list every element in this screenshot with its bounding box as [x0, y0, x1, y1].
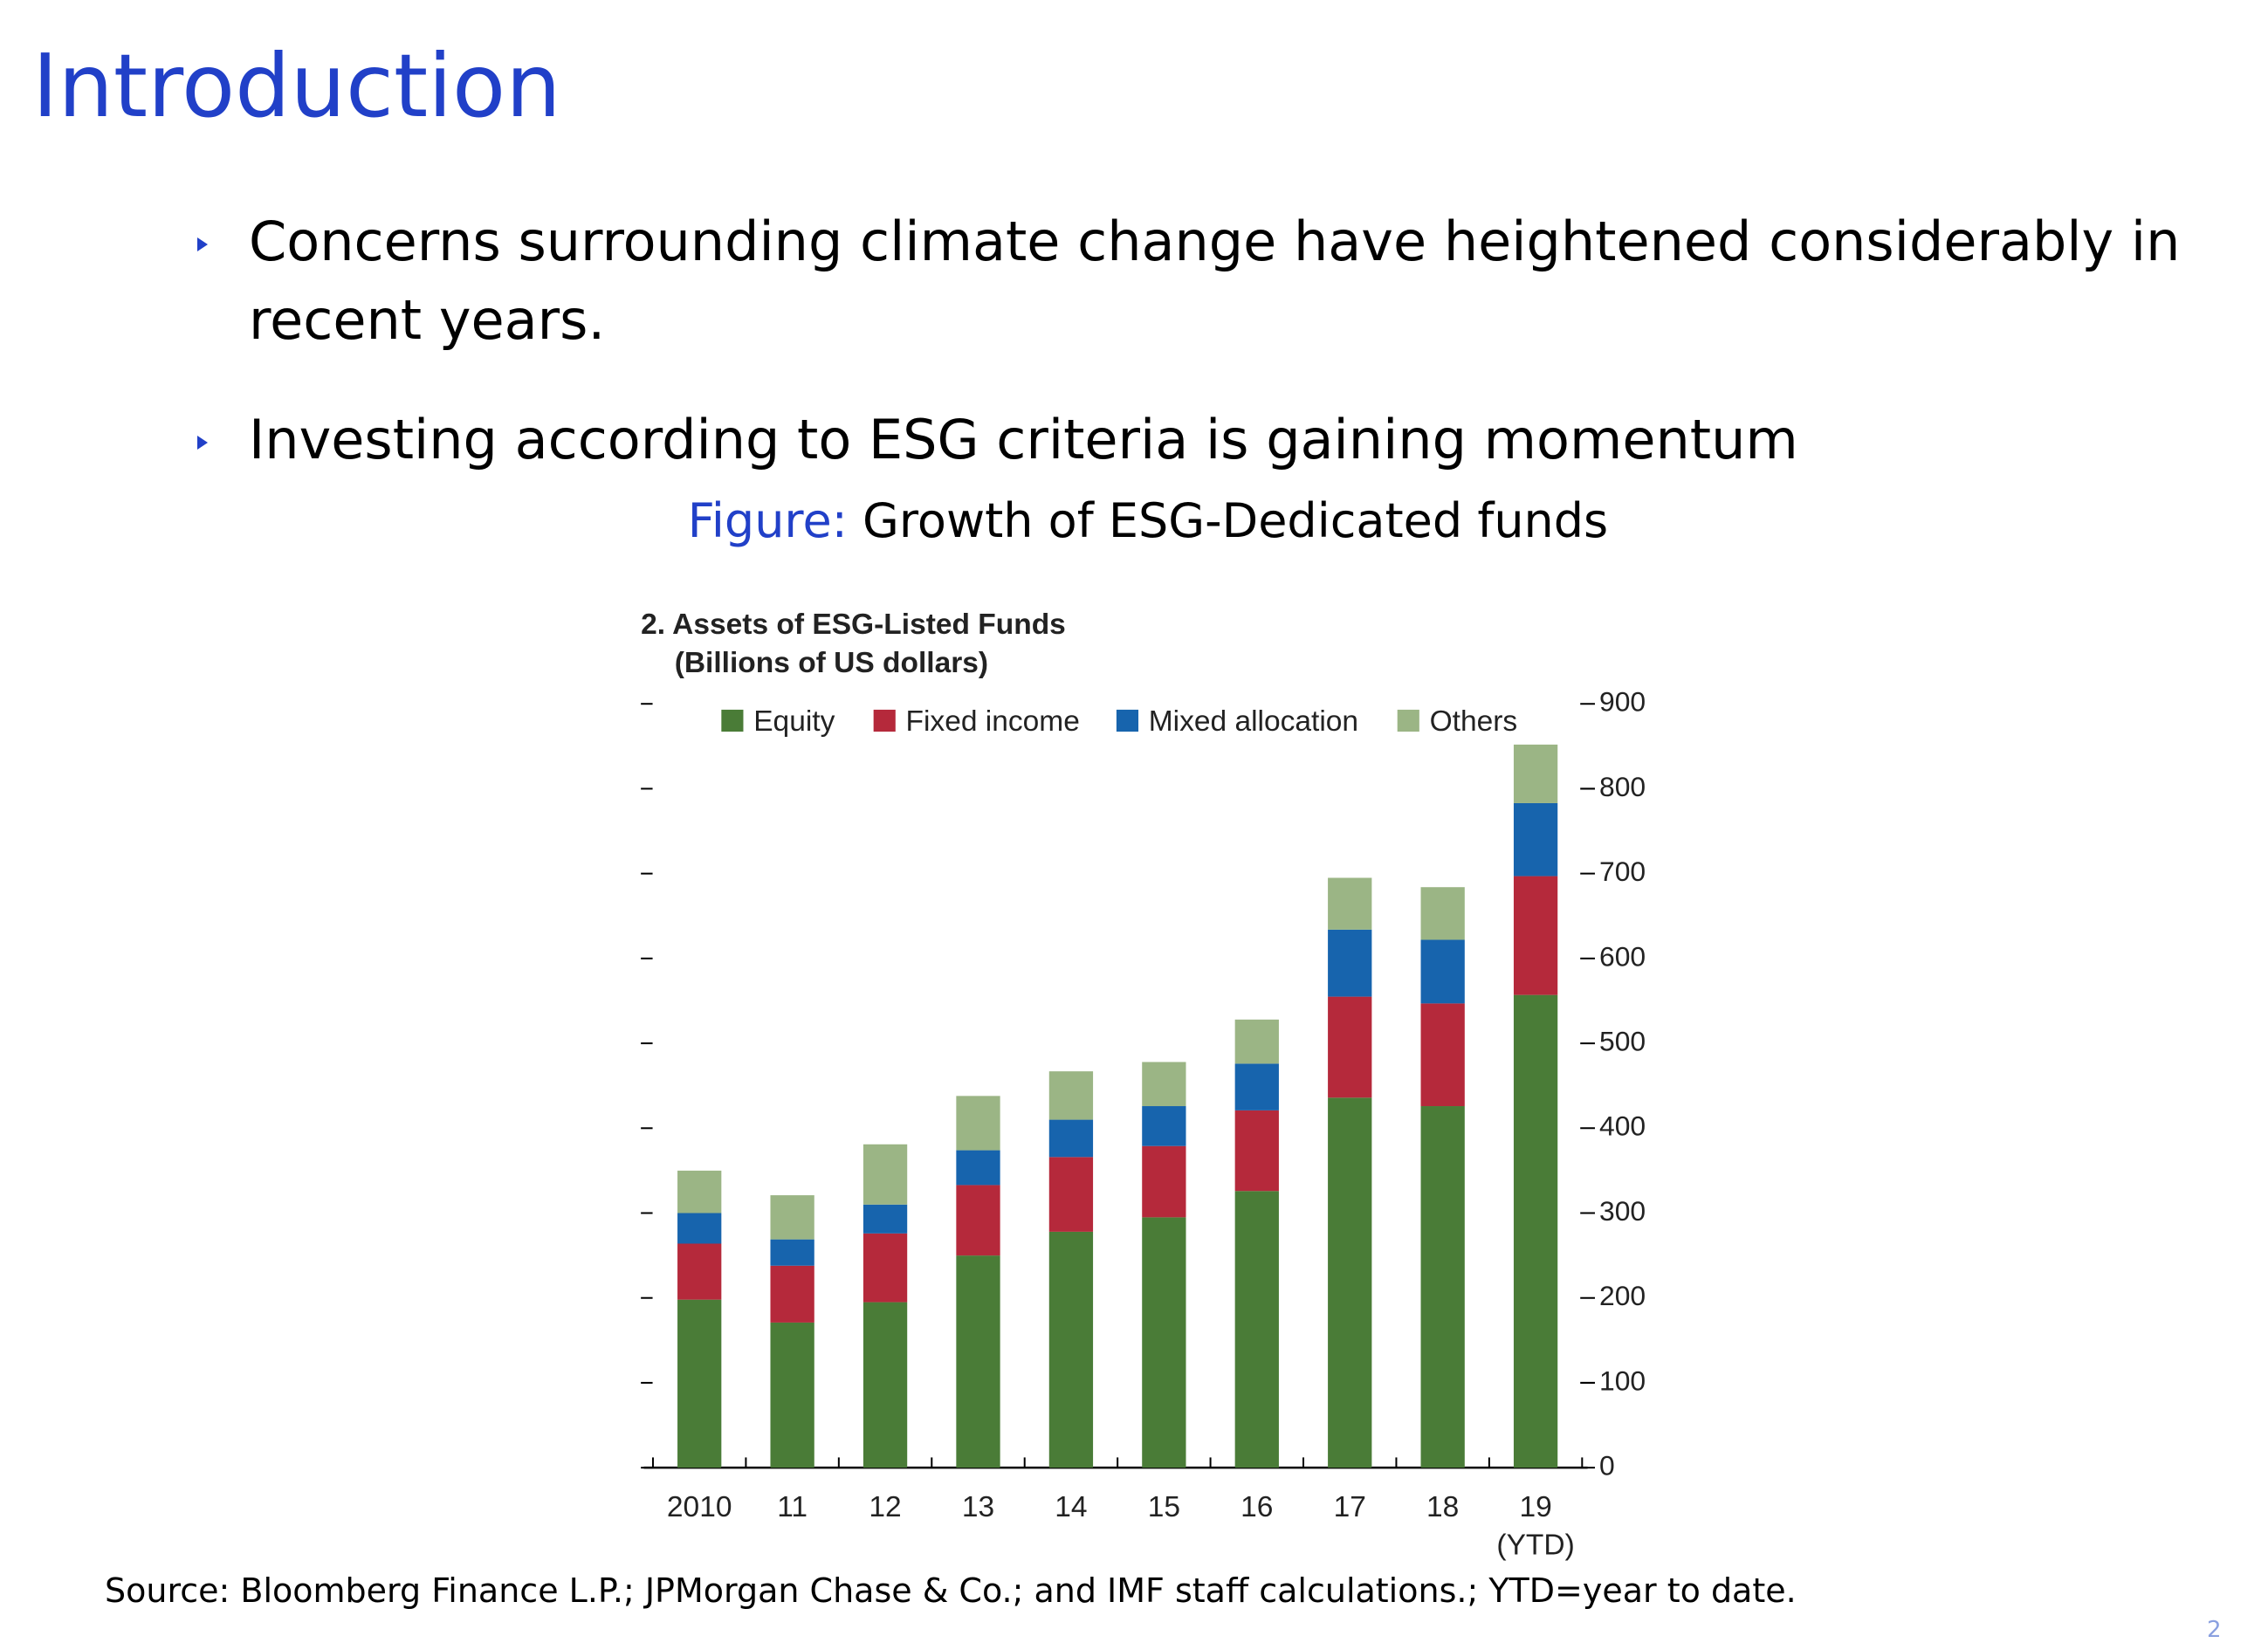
- bullet-text: Investing according to ESG criteria is g…: [249, 408, 1798, 471]
- bar-segment: [1328, 929, 1372, 997]
- y-tick-label: 0: [1599, 1450, 1615, 1482]
- legend-label: Equity: [753, 705, 835, 738]
- caption-text: Growth of ESG-Dedicated funds: [863, 493, 1609, 548]
- bar-segment: [770, 1239, 814, 1266]
- bar-segment: [956, 1185, 1000, 1256]
- bar-segment: [677, 1213, 722, 1244]
- bar-segment: [677, 1243, 722, 1300]
- bar-segment: [1420, 939, 1465, 1004]
- y-tick-label: 200: [1599, 1280, 1646, 1311]
- chart-subtitle: (Billions of US dollars): [675, 647, 988, 679]
- bar-segment: [956, 1255, 1000, 1468]
- x-tick-label: 13: [962, 1491, 994, 1523]
- y-tick-label: 800: [1599, 771, 1646, 802]
- bar-segment: [1234, 1063, 1279, 1110]
- bar-segment: [770, 1265, 814, 1323]
- bullet-icon: [197, 436, 208, 450]
- x-tick-label: 12: [869, 1491, 901, 1523]
- figure-label: Figure:: [687, 493, 848, 548]
- figure-caption: Figure: Growth of ESG-Dedicated funds: [0, 493, 2268, 548]
- y-tick-label: 300: [1599, 1195, 1646, 1227]
- y-tick-label: 400: [1599, 1110, 1646, 1142]
- bar-segment: [1142, 1145, 1186, 1218]
- bar-segment: [1420, 887, 1465, 940]
- bar-segment: [1142, 1062, 1186, 1107]
- bar-segment: [1048, 1157, 1094, 1232]
- bar-segment: [677, 1170, 722, 1213]
- source-note: Source: Bloomberg Finance L.P.; JPMorgan…: [105, 1571, 1797, 1610]
- legend-label: Mixed allocation: [1149, 705, 1358, 738]
- bar-segment: [1420, 1003, 1465, 1107]
- bar-segment: [770, 1322, 814, 1468]
- chart-title: 2. Assets of ESG-Listed Funds: [641, 608, 1066, 641]
- bar-segment: [1234, 1019, 1279, 1064]
- bar-segment: [1048, 1231, 1094, 1468]
- x-tick-label: 2010: [667, 1491, 732, 1523]
- x-tick-label: 14: [1055, 1491, 1087, 1523]
- x-tick-label: 17: [1334, 1491, 1366, 1523]
- bullet-icon: [197, 237, 208, 251]
- bar-segment: [677, 1299, 722, 1468]
- y-tick-label: 500: [1599, 1025, 1646, 1056]
- bar-segment: [1513, 994, 1558, 1468]
- bar-segment: [1328, 1097, 1372, 1468]
- bar-segment: [956, 1150, 1000, 1186]
- bar-segment: [1048, 1119, 1094, 1158]
- legend-swatch: [1116, 709, 1139, 732]
- bar-segment: [1328, 996, 1372, 1098]
- bar-segment: [863, 1144, 908, 1205]
- legend-label: Fixed income: [906, 705, 1080, 738]
- bar-segment: [1513, 744, 1558, 803]
- y-tick-label: 700: [1599, 856, 1646, 887]
- bar-segment: [863, 1204, 908, 1234]
- x-tick-label: 11: [777, 1491, 808, 1523]
- bar-segment: [1142, 1106, 1186, 1146]
- bar-segment: [1328, 877, 1372, 930]
- bar-segment: [770, 1195, 814, 1240]
- y-tick-label: 900: [1599, 686, 1646, 718]
- y-tick-label: 600: [1599, 940, 1646, 972]
- bar-segment: [1420, 1106, 1465, 1468]
- page-number: 2: [2207, 1617, 2222, 1643]
- bar-segment: [1234, 1110, 1279, 1192]
- bar-segment: [1513, 802, 1558, 877]
- legend-label: Others: [1430, 705, 1518, 738]
- x-tick-label: 18: [1426, 1491, 1459, 1523]
- legend-swatch: [873, 709, 896, 732]
- bullet-text: Concerns surrounding climate change have…: [249, 210, 2181, 352]
- bar-segment: [863, 1302, 908, 1468]
- legend-swatch: [721, 709, 744, 732]
- slide-title: Introduction: [32, 35, 561, 137]
- x-tick-label: 15: [1148, 1491, 1180, 1523]
- bar-segment: [1048, 1071, 1094, 1120]
- legend-swatch: [1397, 709, 1419, 732]
- bar-segment: [1234, 1191, 1279, 1468]
- x-tick-label: 16: [1241, 1491, 1273, 1523]
- bar-segment: [1513, 876, 1558, 995]
- bar-segment: [1142, 1217, 1186, 1468]
- x-tick-label: 19 (YTD): [1496, 1491, 1574, 1562]
- bar-segment: [863, 1233, 908, 1303]
- bar-segment: [956, 1096, 1000, 1151]
- y-tick-label: 100: [1599, 1365, 1646, 1396]
